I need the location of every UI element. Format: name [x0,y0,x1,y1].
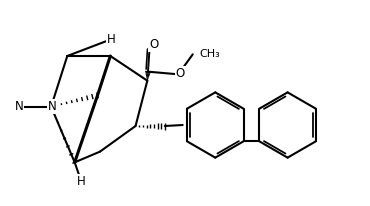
Text: N: N [48,100,57,113]
Text: H: H [107,33,115,46]
Text: N: N [15,100,24,113]
Text: CH₃: CH₃ [200,49,221,59]
Text: O: O [176,67,185,80]
Text: O: O [149,38,158,51]
Text: H: H [77,175,86,188]
